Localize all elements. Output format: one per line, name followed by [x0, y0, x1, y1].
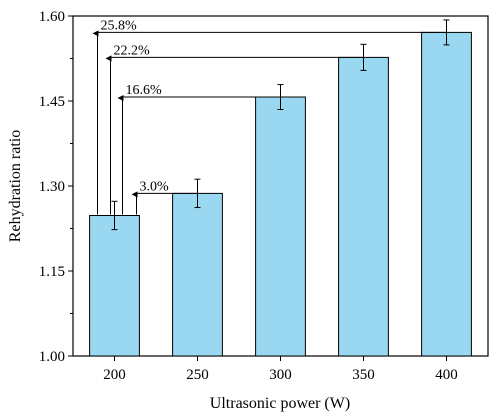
bar-250	[172, 192, 223, 357]
y-tick-label: 1.15	[39, 264, 65, 280]
y-tick-label: 1.00	[39, 349, 65, 365]
y-axis-ticks: 1.00 1.15 1.30 1.45 1.60	[39, 9, 73, 365]
x-tick-label: 250	[186, 367, 209, 383]
y-axis-title: Rehydration ratio	[7, 130, 24, 242]
x-tick-label: 350	[352, 367, 375, 383]
x-tick-label: 400	[435, 367, 458, 383]
x-axis-title: Ultrasonic power (W)	[210, 395, 350, 412]
bar-300	[255, 96, 306, 357]
x-axis-ticks: 200 250 300 350 400	[103, 356, 458, 383]
annotation-label: 25.8%	[101, 18, 138, 33]
annotation-300: 16.6%	[117, 83, 281, 215]
annotation-label: 16.6%	[126, 83, 163, 98]
annotation-400: 25.8%	[92, 18, 447, 215]
bar-350	[338, 56, 389, 357]
annotation-label: 22.2%	[114, 43, 151, 58]
x-tick-label: 200	[103, 367, 126, 383]
annotations-group: 3.0% 16.6% 22.2% 25.8%	[92, 18, 447, 215]
y-tick-label: 1.30	[39, 179, 65, 195]
bar-200	[89, 215, 140, 357]
annotation-250: 3.0%	[131, 179, 198, 215]
x-tick-label: 300	[269, 367, 292, 383]
y-tick-label: 1.60	[39, 9, 65, 25]
y-tick-label: 1.45	[39, 94, 65, 110]
error-bar-200	[111, 200, 118, 231]
annotation-label: 3.0%	[140, 179, 170, 194]
annotation-350: 22.2%	[105, 43, 364, 215]
bar-400	[421, 31, 472, 357]
